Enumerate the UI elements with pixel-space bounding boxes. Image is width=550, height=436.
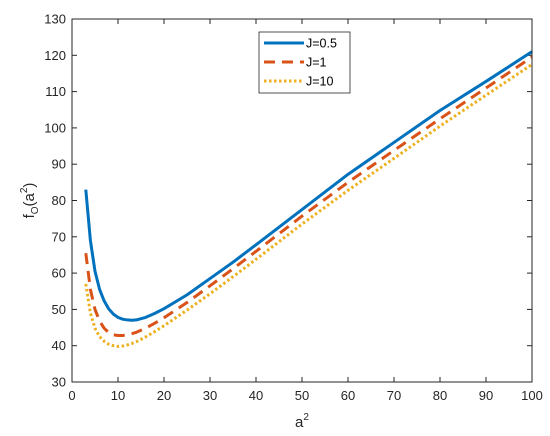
legend: J=0.5 J=1 J=10	[258, 31, 351, 94]
x-axis-ticks: 0 10 20 30 40 50 60 70 80 90 100	[68, 19, 543, 403]
x-tick-label: 80	[433, 388, 447, 403]
plot-frame	[71, 18, 533, 383]
series-line-1	[84, 50, 533, 322]
x-tick-label: 50	[295, 388, 309, 403]
y-axis-title-close: )	[21, 183, 38, 188]
y-tick-label: 30	[52, 375, 66, 390]
y-tick-label: 130	[44, 12, 66, 27]
series-layer	[84, 50, 533, 348]
x-tick-label: 30	[203, 388, 217, 403]
y-tick-label: 120	[44, 48, 66, 63]
x-tick-label: 0	[68, 388, 75, 403]
legend-label-2: J=1	[306, 56, 327, 70]
y-axis-title-sub: O	[30, 206, 41, 214]
y-tick-label: 100	[44, 120, 66, 135]
x-tick-label: 100	[521, 388, 543, 403]
y-tick-label: 40	[52, 338, 66, 353]
x-tick-label: 60	[341, 388, 355, 403]
series-line-2	[84, 55, 533, 338]
y-tick-label: 70	[52, 229, 66, 244]
x-tick-label: 10	[111, 388, 125, 403]
y-tick-label: 90	[52, 157, 66, 172]
series-line-3	[84, 63, 533, 348]
legend-label-3: J=10	[306, 75, 334, 89]
y-axis-title-base: f	[21, 213, 38, 218]
legend-label-1: J=0.5	[306, 37, 337, 51]
x-tick-label: 90	[479, 388, 493, 403]
y-axis-title-sup: 2	[19, 187, 30, 193]
y-axis-title: fO(a2)	[19, 183, 41, 219]
x-tick-label: 40	[249, 388, 263, 403]
x-axis-title-sup: 2	[303, 412, 309, 423]
y-tick-label: 80	[52, 193, 66, 208]
x-tick-label: 70	[387, 388, 401, 403]
y-tick-label: 60	[52, 266, 66, 281]
x-tick-label: 20	[157, 388, 171, 403]
x-axis-title: a2	[295, 412, 309, 431]
y-tick-label: 50	[52, 302, 66, 317]
x-axis-title-base: a	[295, 414, 304, 431]
y-tick-label: 110	[45, 84, 66, 99]
y-axis-title-open: (a	[21, 192, 38, 206]
y-axis-ticks: 30 40 50 60 70 80 90 100 110 120 130	[44, 12, 532, 390]
